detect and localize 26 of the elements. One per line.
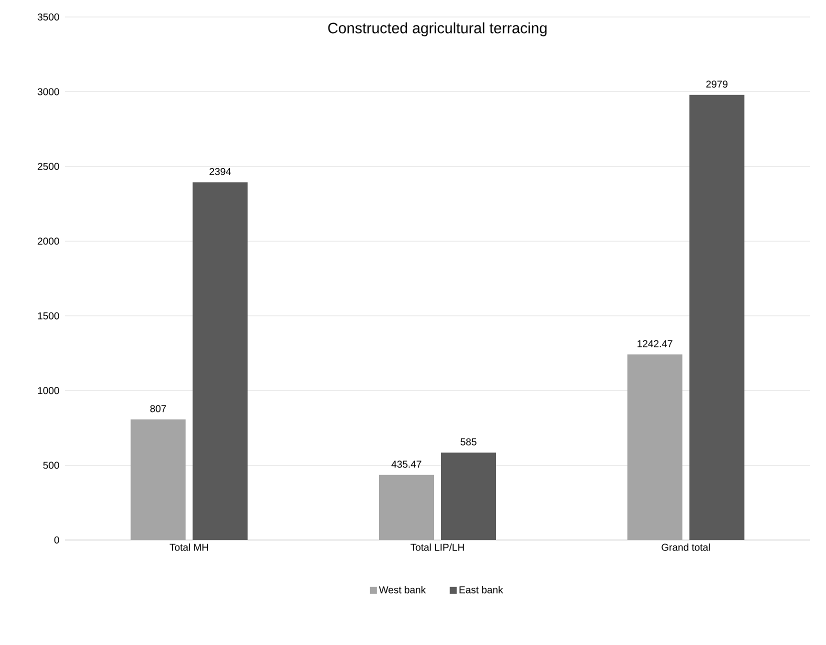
legend-label: East bank (460, 586, 504, 594)
chart-title: Constructed agricultural terracing (328, 22, 547, 36)
data-label: 2394 (210, 168, 231, 176)
bar (379, 474, 434, 540)
x-tick-label: Grand total (662, 544, 710, 551)
data-label: 2979 (706, 80, 728, 88)
y-tick-label: 3000 (38, 88, 60, 96)
bar (130, 419, 186, 540)
bar (441, 452, 496, 540)
data-label: 435.47 (392, 460, 422, 468)
bar (689, 94, 744, 540)
y-tick-label: 2000 (38, 238, 60, 245)
x-tick-label: Total LIP/LH (410, 544, 464, 551)
y-tick-label: 1000 (38, 387, 60, 394)
y-tick-label: 3500 (38, 13, 60, 21)
data-label: 585 (460, 438, 476, 446)
data-label: 807 (150, 405, 166, 412)
bar (192, 182, 248, 540)
y-tick-label: 500 (43, 462, 60, 469)
legend-label: West bank (378, 586, 426, 594)
y-tick-label: 0 (54, 536, 60, 544)
data-label: 1242.47 (638, 340, 672, 348)
y-tick-label: 1500 (38, 312, 60, 320)
x-tick-label: Total MH (170, 544, 208, 551)
y-tick-label: 2500 (38, 162, 60, 170)
bar (627, 354, 682, 540)
